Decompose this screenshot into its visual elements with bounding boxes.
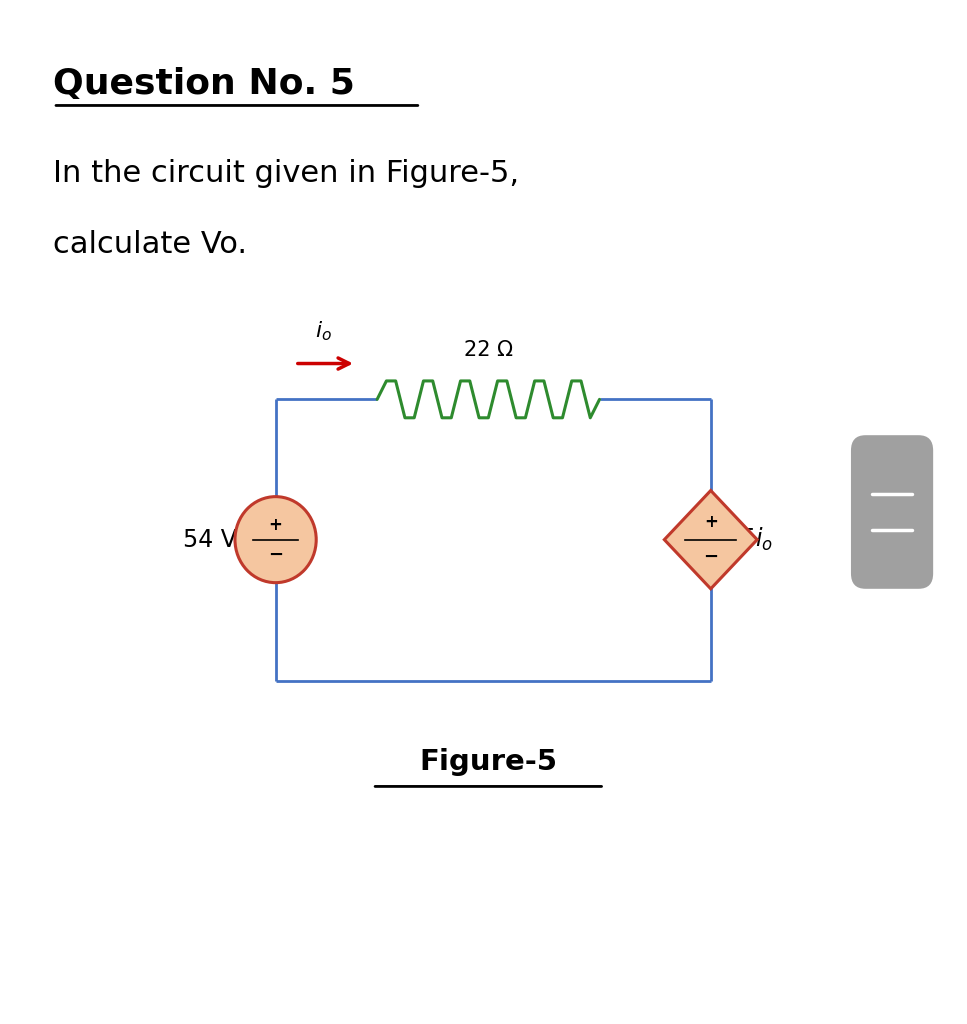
Text: $5i_o$: $5i_o$ [740, 526, 773, 553]
Text: Question No. 5: Question No. 5 [53, 67, 355, 100]
Circle shape [235, 497, 316, 583]
Text: −: − [703, 548, 718, 566]
Text: 22 Ω: 22 Ω [464, 340, 513, 360]
Text: Figure-5: Figure-5 [420, 748, 557, 775]
Text: +: + [269, 516, 282, 534]
Text: −: − [268, 546, 283, 563]
Text: +: + [704, 513, 718, 531]
Text: $i_o$: $i_o$ [315, 319, 333, 343]
Polygon shape [664, 490, 757, 589]
Text: 54 V: 54 V [183, 527, 237, 552]
FancyBboxPatch shape [851, 435, 933, 589]
Text: calculate Vo.: calculate Vo. [53, 230, 248, 259]
Text: In the circuit given in Figure-5,: In the circuit given in Figure-5, [53, 159, 519, 187]
